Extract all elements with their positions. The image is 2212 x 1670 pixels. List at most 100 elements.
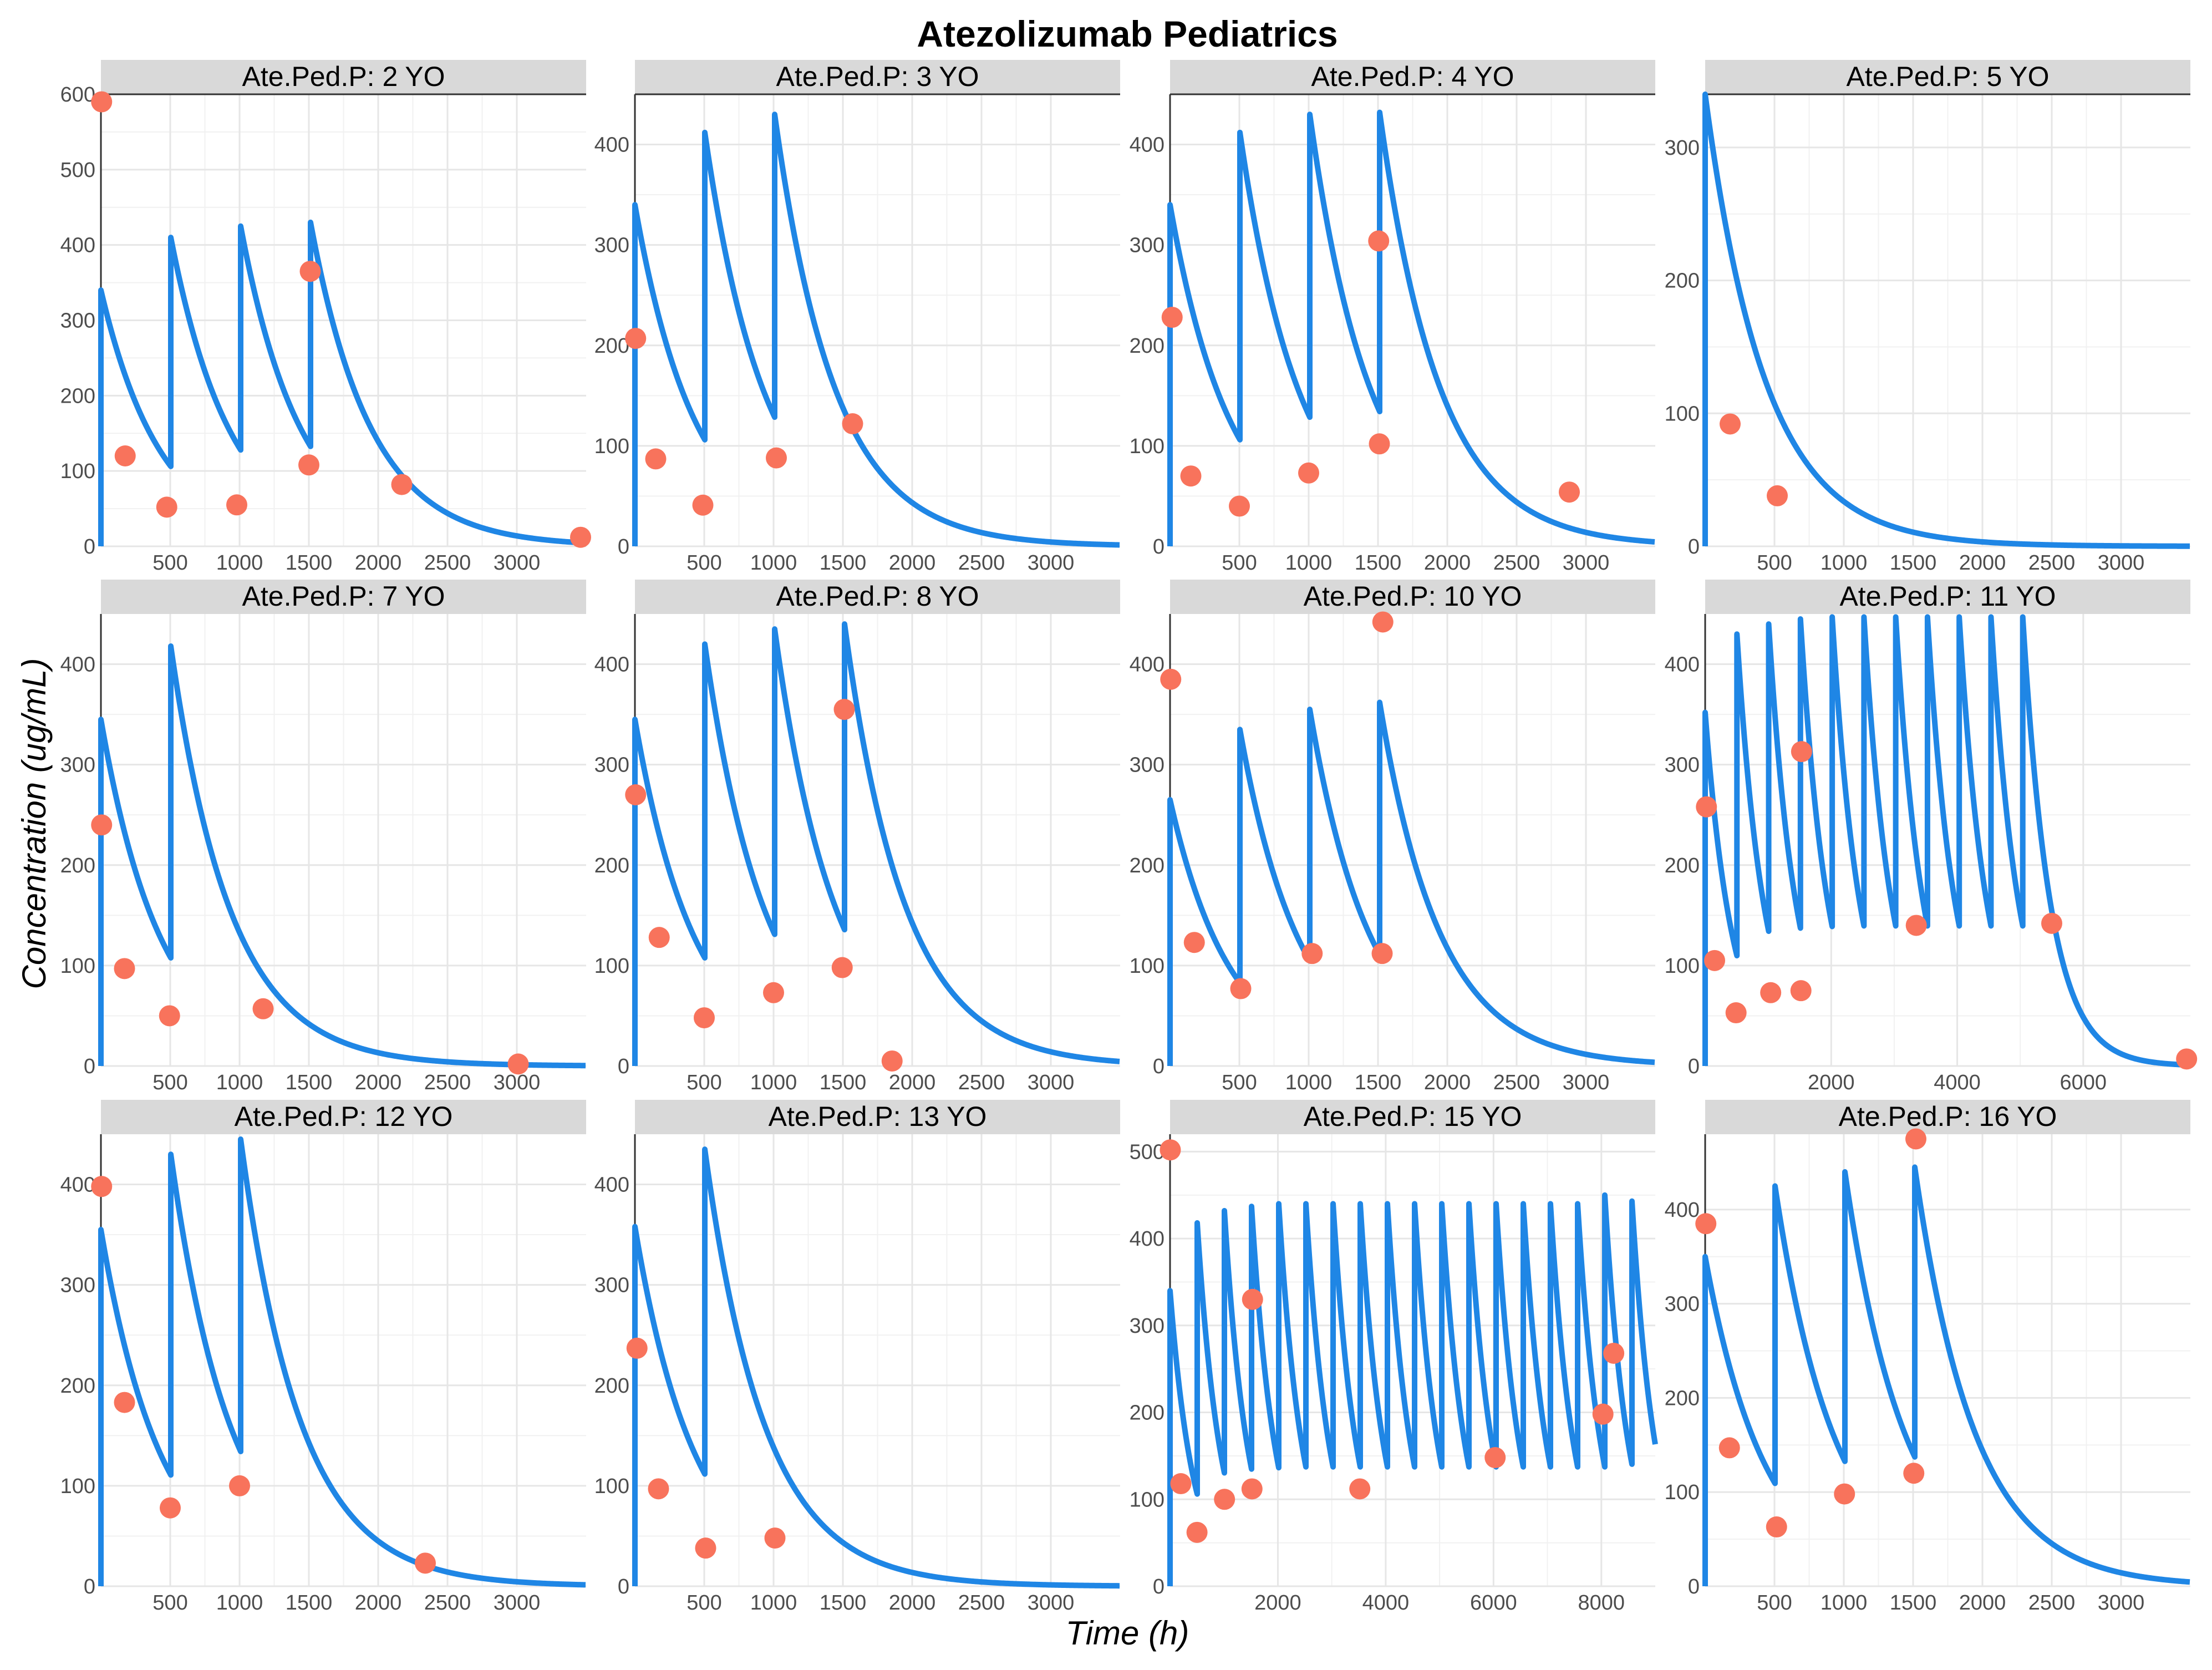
y-tick-label: 500 [60,159,95,182]
observed-point [114,958,135,979]
y-tick-label: 0 [84,1575,95,1598]
facet-strip-label: Ate.Ped.P: 2 YO [242,61,445,92]
x-tick-label: 6000 [2060,1071,2107,1094]
observed-point [1372,611,1394,633]
observed-point [881,1050,903,1072]
x-tick-label: 2000 [355,1591,402,1615]
x-tick-label: 1500 [1355,551,1402,575]
x-tick-label: 1500 [286,1071,333,1094]
x-tick-label: 2500 [1493,551,1540,575]
facet-strip [101,580,586,614]
x-tick-label: 1000 [1285,1071,1333,1094]
observed-point [1725,1002,1747,1024]
y-tick-label: 0 [1153,1055,1165,1078]
y-tick-label: 400 [1130,1227,1165,1251]
y-tick-label: 200 [1665,854,1700,877]
x-tick-label: 1500 [286,1591,333,1615]
y-tick-label: 400 [60,234,95,257]
x-tick-label: 2000 [889,551,936,575]
facet-strip-label: Ate.Ped.P: 11 YO [1839,581,2056,612]
observed-point [1484,1447,1506,1469]
y-tick-label: 200 [1665,270,1700,293]
y-tick-label: 200 [1130,334,1165,358]
y-tick-label: 300 [1665,1293,1700,1316]
x-tick-label: 3000 [2098,551,2145,575]
facet-strip [635,580,1120,614]
x-tick-label: 500 [1757,1591,1792,1615]
x-tick-label: 1000 [1821,1591,1868,1615]
x-tick-label: 2000 [889,1591,936,1615]
x-tick-label: 2500 [1493,1071,1540,1094]
x-tick-label: 4000 [1934,1071,1981,1094]
y-tick-label: 100 [60,1475,95,1498]
x-tick-label: 2500 [958,1591,1005,1615]
y-tick-label: 400 [1665,1199,1700,1222]
y-tick-label: 400 [60,653,95,677]
observed-point [831,957,853,978]
y-tick-label: 200 [60,854,95,877]
observed-point [645,448,667,470]
y-tick-label: 200 [60,384,95,408]
y-tick-label: 400 [1130,653,1165,677]
facet-strip [1170,1100,1655,1134]
observed-point [648,927,670,948]
observed-point [694,1007,715,1029]
observed-point [842,413,863,435]
x-tick-label: 1000 [1285,551,1333,575]
observed-point [766,447,787,469]
x-tick-label: 500 [687,551,721,575]
predicted-concentration-line [1167,1192,1658,1586]
facet-strip-label: Ate.Ped.P: 15 YO [1304,1101,1522,1132]
y-tick-label: 300 [594,754,629,777]
observed-point [1186,1521,1208,1543]
facet-strip-label: Ate.Ped.P: 10 YO [1304,581,1522,612]
observed-point [625,784,647,805]
y-tick-label: 400 [60,1174,95,1197]
x-tick-label: 2500 [2028,1591,2076,1615]
observed-point [1903,1463,1925,1484]
x-tick-label: 500 [152,1591,187,1615]
y-tick-label: 100 [594,955,629,978]
y-tick-label: 100 [594,435,629,458]
facet-strip-label: Ate.Ped.P: 4 YO [1311,61,1514,92]
x-tick-label: 500 [1222,1071,1257,1094]
y-axis-title: Concentration (ug/mL) [16,658,53,989]
x-tick-label: 1500 [1890,1591,1937,1615]
y-tick-label: 200 [594,854,629,877]
observed-point [1592,1403,1614,1425]
x-tick-label: 2000 [355,551,402,575]
panel-10: 500 1000 1500 2000 2500 3000 0 100 200 300 400 Ate.… [594,1100,1121,1615]
observed-point [1349,1478,1371,1500]
y-tick-label: 100 [1665,1481,1700,1504]
x-tick-label: 3000 [494,1591,541,1615]
y-tick-label: 100 [60,955,95,978]
observed-point [1766,1516,1787,1538]
x-tick-label: 2000 [889,1071,936,1094]
panel-9: 500 1000 1500 2000 2500 3000 0 100 200 300 400 Ate.… [60,1100,587,1615]
observed-point [229,1475,250,1496]
observed-point [415,1552,436,1574]
observed-point [91,1176,113,1197]
observed-point [626,1337,648,1359]
facet-strip [635,60,1120,94]
x-tick-label: 500 [1222,551,1257,575]
facet-strip [1170,580,1655,614]
facet-strip-label: Ate.Ped.P: 16 YO [1839,1101,2057,1132]
x-tick-label: 3000 [494,551,541,575]
x-tick-label: 500 [152,1071,187,1094]
facet-strip-label: Ate.Ped.P: 7 YO [242,581,445,612]
observed-point [159,1005,180,1027]
panel-5: 500 1000 1500 2000 2500 3000 0 100 200 300 400 Ate.… [60,580,587,1094]
observed-point [1559,481,1580,503]
y-tick-label: 0 [1688,535,1700,559]
y-tick-label: 100 [1130,955,1165,978]
predicted-concentration-line [98,643,587,1069]
x-tick-label: 1000 [216,1071,263,1094]
observed-point [763,982,784,1003]
observed-point [1161,307,1183,328]
panel-12: 500 1000 1500 2000 2500 3000 0 100 200 300 400 Ate.… [1665,1100,2191,1615]
x-tick-label: 2500 [424,1591,471,1615]
observed-point [1718,1437,1740,1459]
facet-strip [1705,580,2190,614]
observed-point [1603,1342,1625,1364]
